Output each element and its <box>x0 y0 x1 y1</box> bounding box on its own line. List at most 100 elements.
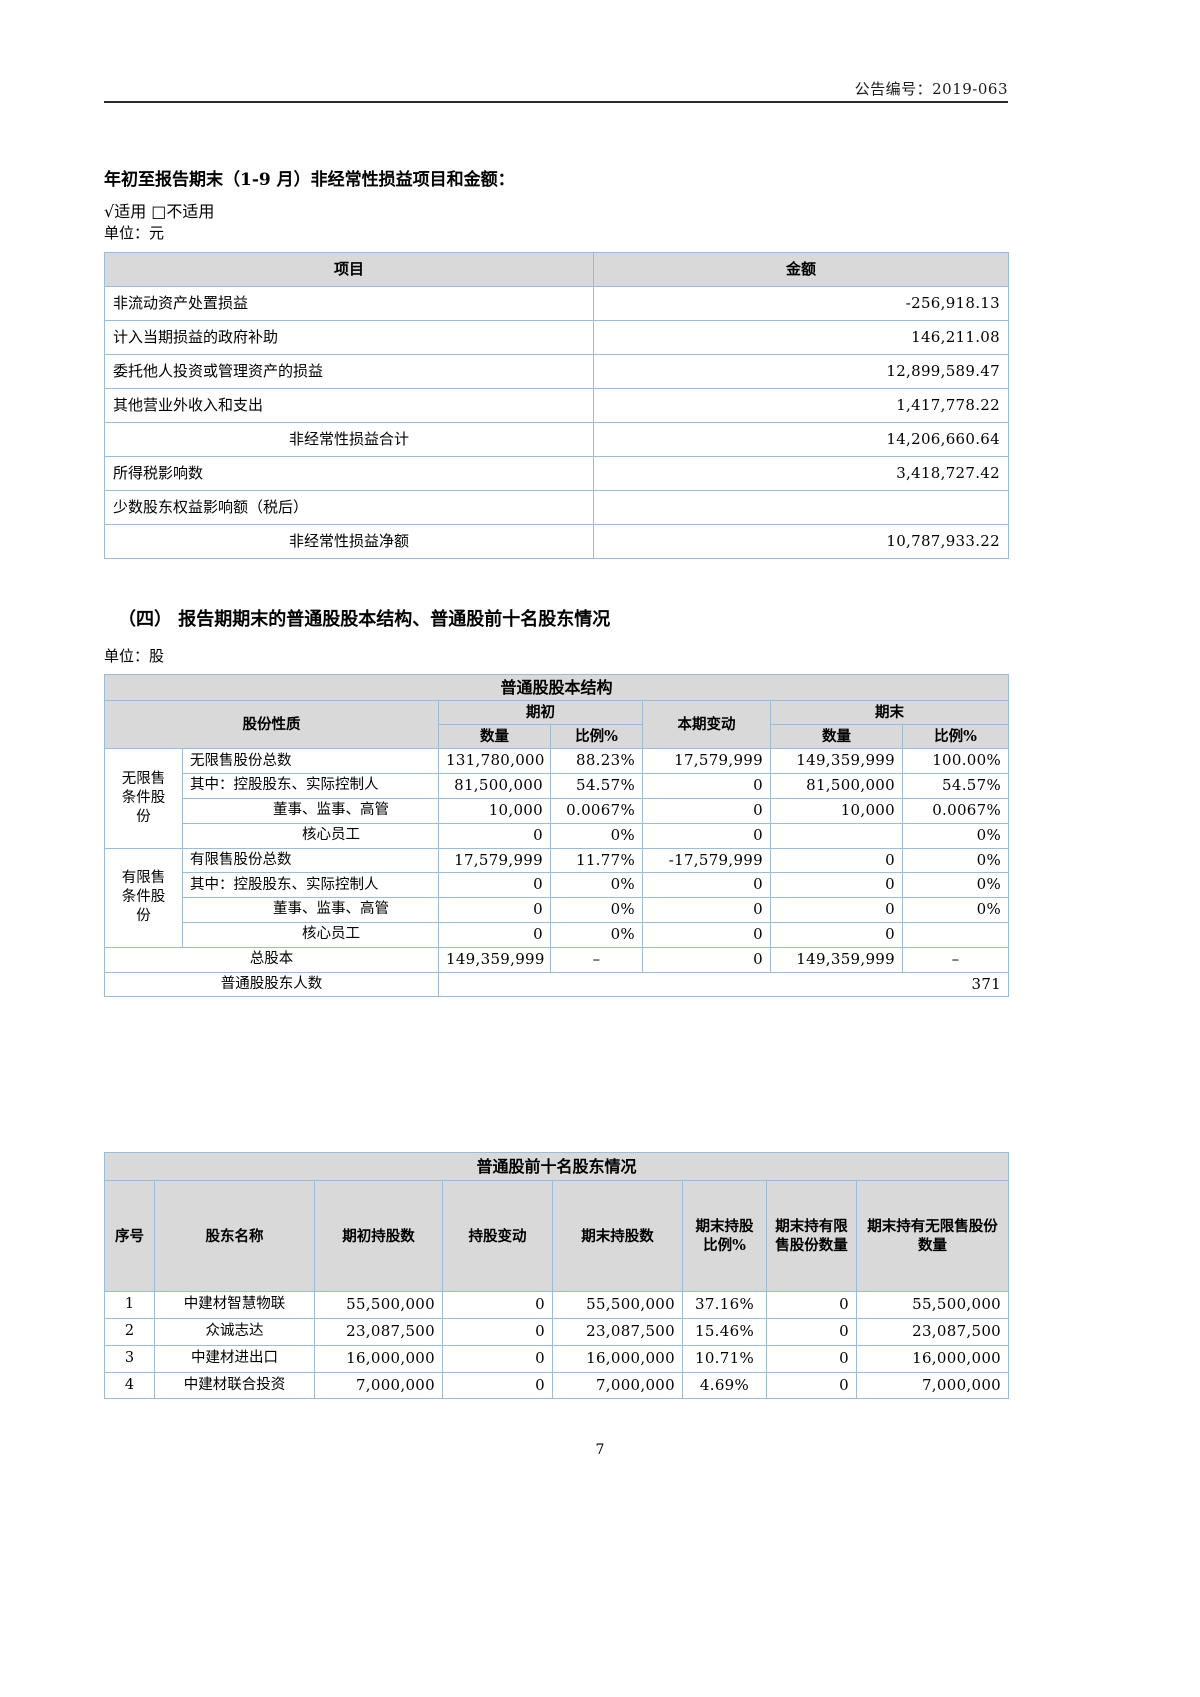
table-row: 非经常性损益净额 10,787,933.22 <box>104 524 1009 559</box>
end-qty: 10,000 <box>770 797 903 824</box>
capital-header-row-2: 数量 比例% 数量 比例% <box>105 724 1010 750</box>
column-header-3: 持股变动 <box>442 1180 553 1293</box>
column-header-4: 期末持股数 <box>552 1180 683 1293</box>
holders-header-row: 序号 股东名称 期初持股数 持股变动 期末持股数 期末持股比例% 期末持有限售股份数量 期末持… <box>104 1180 1010 1293</box>
holders-count-label: 普通股股东人数 <box>104 971 439 998</box>
change-qty: 0 <box>642 822 771 849</box>
item-label: 其他营业外收入和支出 <box>104 388 594 423</box>
restricted-shares: 0 <box>766 1371 857 1400</box>
begin-pct: 0% <box>550 897 643 923</box>
item-amount: 12,899,589.47 <box>593 354 1009 389</box>
shareholder-name: 众诚志达 <box>154 1317 315 1346</box>
begin-pct: 88.23% <box>550 748 643 775</box>
column-header-1: 股东名称 <box>154 1180 315 1293</box>
table-row: 2 众诚志达 23,087,500 0 23,087,500 15.46% 0 23,087,… <box>104 1317 1010 1346</box>
group-label: 无限售 条件股份 <box>104 748 183 849</box>
begin-qty: 0 <box>438 872 551 899</box>
end-pct: 0% <box>901 897 1010 923</box>
change-qty: 0 <box>642 897 771 923</box>
table-row: 无限售 条件股份无限售股份总数 131,780,000 88.23% 17,579,99… <box>104 748 1010 849</box>
end-pct: 100.00% <box>901 748 1010 775</box>
nonrecurring-table: 项目 金额 非流动资产处置损益 -256,918.13 计入当期损益的政府补助 146,2… <box>104 252 1009 559</box>
unrestricted-shares: 23,087,500 <box>855 1317 1010 1346</box>
begin-pct: 11.77% <box>550 847 643 874</box>
total-end-qty: 149,359,999 <box>770 946 903 973</box>
equity-unit-note: 单位：股 <box>104 647 165 665</box>
end-shares: 55,500,000 <box>552 1291 683 1319</box>
end-shares: 7,000,000 <box>552 1371 683 1400</box>
change-qty: -17,579,999 <box>642 847 771 874</box>
table-row: 4 中建材联合投资 7,000,000 0 7,000,000 4.69% 0 7,000,0… <box>104 1371 1010 1400</box>
table-row: 委托他人投资或管理资产的损益 12,899,589.47 <box>104 354 1009 389</box>
announcement-no-value: 2019-063 <box>932 80 1008 98</box>
holders-title-row: 普通股前十名股东情况 <box>103 1151 1010 1182</box>
end-share-pct: 15.46% <box>682 1317 767 1346</box>
begin-qty: 81,500,000 <box>438 773 551 799</box>
change-qty: 0 <box>642 872 771 899</box>
begin-qty: 0 <box>438 822 551 849</box>
header-end: 期末 <box>769 700 1010 726</box>
restricted-shares: 0 <box>766 1344 857 1373</box>
column-header-6: 期末持有限售股份数量 <box>766 1180 857 1293</box>
begin-pct: 0% <box>550 921 643 948</box>
column-header-7: 期末持有无限售股份数量 <box>855 1180 1010 1293</box>
group-label: 有限售 条件股份 <box>104 847 183 948</box>
begin-qty: 10,000 <box>438 797 551 824</box>
announcement-no-label: 公告编号： <box>854 80 933 98</box>
item-amount: 14,206,660.64 <box>593 422 1009 457</box>
table-row: 其他营业外收入和支出 1,417,778.22 <box>104 388 1009 423</box>
item-amount: 10,787,933.22 <box>593 524 1009 559</box>
begin-qty: 131,780,000 <box>438 748 551 775</box>
equity-section-heading: （四） 报告期期末的普通股股本结构、普通股前十名股东情况 <box>118 609 611 630</box>
row-label: 其中：控股股东、实际控制人 <box>182 773 439 799</box>
end-qty <box>770 822 903 849</box>
capital-header-row-1: 股份性质 期初 本期变动 期末 <box>104 700 1010 750</box>
end-pct <box>901 921 1010 948</box>
holders-count-value: 371 <box>437 971 1010 998</box>
end-qty: 0 <box>770 921 903 948</box>
item-label: 计入当期损益的政府补助 <box>104 320 594 355</box>
column-header-2: 期初持股数 <box>314 1180 443 1293</box>
capital-total-row: 总股本 149,359,999–0 149,359,999– <box>104 946 1010 973</box>
item-amount: 3,418,727.42 <box>593 456 1009 491</box>
shareholder-name: 中建材智慧物联 <box>154 1291 315 1319</box>
table-row: 董事、监事、高管 0 0% 0 0 0% <box>105 897 1010 923</box>
item-label: 非经常性损益合计 <box>104 422 594 457</box>
header-end-qty: 数量 <box>770 724 903 750</box>
begin-qty: 0 <box>438 897 551 923</box>
unrestricted-shares: 7,000,000 <box>855 1371 1010 1400</box>
capital-table-title: 普通股股本结构 <box>103 673 1010 702</box>
header-begin-pct: 比例% <box>550 724 643 750</box>
nonrecurring-unit-note: 单位：元 <box>104 224 165 242</box>
restricted-shares: 0 <box>766 1291 857 1319</box>
end-pct: 0% <box>901 822 1010 849</box>
begin-shares: 23,087,500 <box>314 1317 443 1346</box>
item-label: 非流动资产处置损益 <box>104 286 594 321</box>
row-label: 核心员工 <box>182 921 439 948</box>
header-rule <box>104 101 1008 103</box>
table-row: 少数股东权益影响额（税后） <box>104 490 1009 525</box>
begin-pct: 0% <box>550 822 643 849</box>
row-index: 4 <box>104 1371 155 1400</box>
nonrecurring-heading: 年初至报告期末（1-9 月）非经常性损益项目和金额： <box>104 170 515 190</box>
table-row: 核心员工 0 0% 0 0 <box>105 921 1010 948</box>
page-number: 7 <box>595 1442 605 1458</box>
begin-shares: 55,500,000 <box>314 1291 443 1319</box>
end-share-pct: 4.69% <box>682 1371 767 1400</box>
end-qty: 0 <box>770 897 903 923</box>
row-index: 3 <box>104 1344 155 1373</box>
begin-pct: 54.57% <box>550 773 643 799</box>
row-label: 董事、监事、高管 <box>182 897 439 923</box>
total-change: 0 <box>642 946 771 973</box>
item-amount: -256,918.13 <box>593 286 1009 321</box>
total-begin-qty: 149,359,999 <box>438 946 551 973</box>
item-amount: 1,417,778.22 <box>593 388 1009 423</box>
end-qty: 0 <box>770 872 903 899</box>
header-end-pct: 比例% <box>901 724 1010 750</box>
header-begin-qty: 数量 <box>438 724 551 750</box>
row-label: 董事、监事、高管 <box>182 797 439 824</box>
capital-structure-table: 普通股股本结构 股份性质 期初 本期变动 期末 数量 比例% 数量 比例% 无限售 条件股份无限售股… <box>103 673 1010 998</box>
share-change: 0 <box>442 1344 553 1373</box>
end-pct: 54.57% <box>901 773 1010 799</box>
change-qty: 17,579,999 <box>642 748 771 775</box>
